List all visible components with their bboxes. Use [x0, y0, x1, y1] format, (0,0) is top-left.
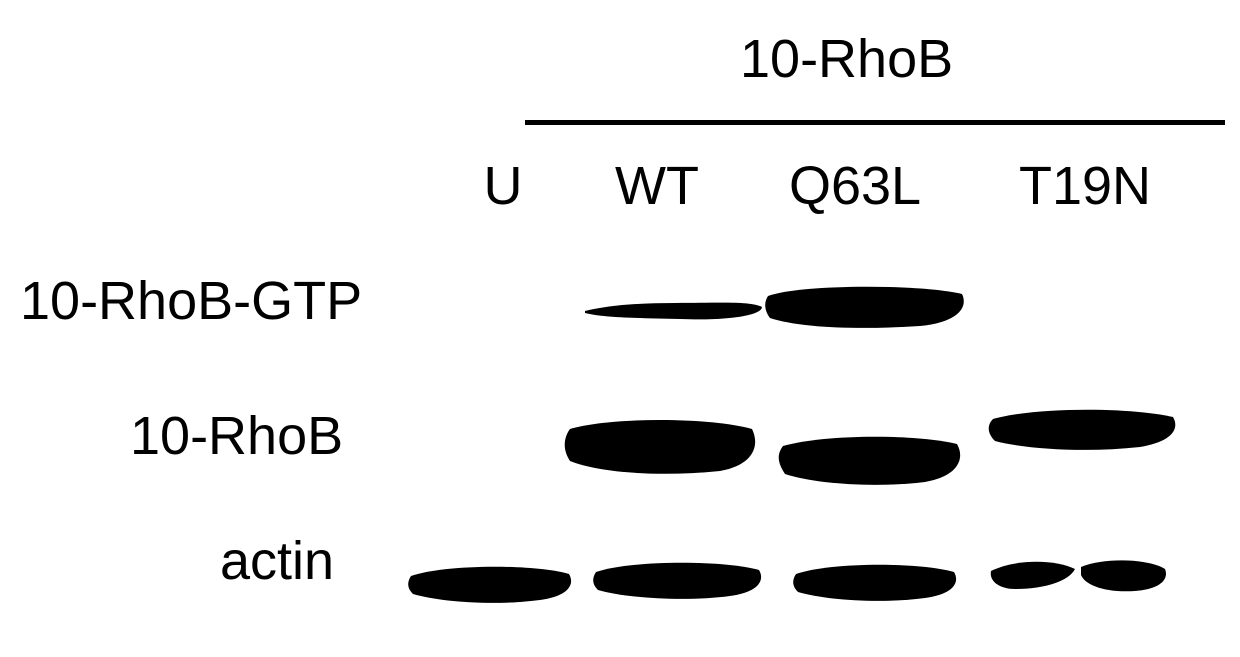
band-rhob-q63l — [775, 432, 965, 487]
band-actin-q63l — [790, 560, 960, 602]
band-rhob-wt — [560, 415, 760, 477]
group-header-line — [525, 120, 1225, 125]
band-actin-wt — [590, 558, 765, 600]
band-gtp-wt — [580, 285, 765, 335]
blot-figure: 10-RhoB U WT Q63L T19N 10-RhoB-GTP 10-Rh… — [0, 0, 1240, 657]
lane-label-U: U — [418, 155, 588, 217]
band-actin-u — [405, 562, 575, 604]
lane-label-WT: WT — [572, 155, 742, 217]
row-label-rhob: 10-RhoB — [130, 405, 343, 467]
band-gtp-q63l — [760, 278, 970, 333]
band-rhob-t19n — [985, 405, 1180, 453]
row-label-actin: actin — [220, 530, 334, 592]
lane-label-T19N: T19N — [1000, 155, 1170, 217]
row-label-gtp: 10-RhoB-GTP — [20, 270, 362, 332]
lane-label-Q63L: Q63L — [770, 155, 940, 217]
group-header-label: 10-RhoB — [740, 28, 953, 90]
band-actin-t19n — [985, 555, 1170, 597]
